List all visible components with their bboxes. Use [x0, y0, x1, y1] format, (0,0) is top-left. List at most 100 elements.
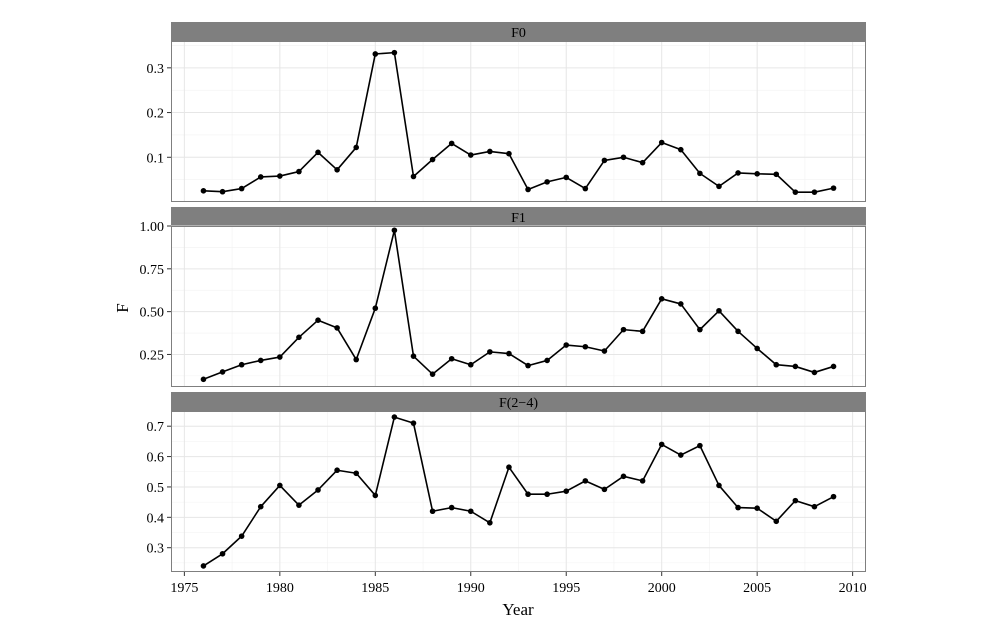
data-point [582, 478, 589, 484]
data-point [811, 189, 818, 195]
series-line [203, 229, 834, 381]
panel-strip [171, 22, 866, 41]
panel-border [171, 41, 866, 202]
data-point [525, 491, 531, 498]
data-point [219, 188, 226, 195]
data-point [830, 185, 837, 191]
series-line [203, 416, 834, 567]
data-point [697, 326, 703, 333]
data-point [563, 174, 570, 181]
data-point [238, 361, 245, 368]
data-point [525, 362, 531, 369]
data-point [487, 519, 493, 526]
data-point [296, 168, 302, 175]
data-point [830, 363, 837, 370]
data-point [448, 355, 455, 362]
data-point [353, 356, 360, 363]
data-point [372, 305, 379, 312]
data-point [277, 354, 283, 360]
data-point [467, 508, 474, 515]
data-point [296, 334, 302, 341]
x-tick-label: 2000 [648, 581, 676, 596]
data-point [200, 376, 207, 383]
panels-layer: F0 0.1 0.2 0.3 F1 0.25 0.50 0.75 1.00 F(2−4) 0.3 0.… [140, 22, 866, 572]
data-point [296, 502, 302, 508]
y-tick-label: 0.50 [140, 306, 165, 321]
data-point [620, 154, 627, 161]
y-tick-label: 0.6 [147, 451, 165, 466]
data-point [487, 349, 493, 355]
panel-strip [171, 207, 866, 226]
data-point [525, 186, 531, 193]
panel-strip-label: F(2−4) [499, 396, 538, 411]
data-point [506, 464, 512, 470]
data-point [716, 183, 722, 190]
series-line [203, 51, 834, 193]
x-axis: 1975 1980 1985 1990 1995 2000 2005 2010 [170, 572, 867, 596]
data-point [277, 173, 283, 179]
data-point [277, 482, 283, 489]
data-point [506, 350, 512, 357]
data-point [601, 486, 608, 493]
data-point [658, 139, 665, 146]
y-tick-label: 0.7 [147, 420, 165, 435]
data-point [372, 51, 379, 57]
x-tick-label: 2010 [839, 581, 867, 596]
data-point [315, 149, 321, 156]
x-tick-label: 1985 [361, 581, 389, 596]
data-point [487, 148, 493, 155]
x-axis-title: Year [502, 600, 534, 619]
data-point [582, 343, 589, 350]
data-point [200, 563, 207, 569]
data-point [601, 348, 608, 354]
data-point [334, 167, 340, 173]
data-point [429, 508, 436, 515]
data-point [792, 189, 799, 195]
data-point [219, 369, 226, 375]
y-axis-title: F [113, 303, 132, 312]
data-point [697, 442, 703, 449]
data-point [639, 159, 646, 166]
data-point [391, 49, 398, 56]
x-tick-label: 1980 [266, 581, 294, 596]
data-point [754, 171, 760, 177]
data-point [811, 503, 818, 510]
data-point [620, 473, 627, 480]
data-point [677, 301, 684, 307]
data-point [735, 504, 741, 511]
data-point [716, 482, 722, 489]
x-tick-label: 1995 [552, 581, 580, 596]
data-point [448, 140, 455, 147]
data-point [353, 470, 360, 477]
data-point [773, 361, 780, 368]
data-point [582, 185, 589, 192]
data-point [506, 150, 512, 157]
y-tick-label: 0.75 [140, 263, 165, 278]
y-tick-label: 1.00 [140, 220, 165, 235]
data-point [391, 414, 398, 420]
y-tick-label: 0.1 [147, 151, 165, 166]
y-tick-label: 0.2 [147, 107, 165, 122]
data-point [830, 493, 837, 500]
data-point [754, 505, 760, 512]
data-point [429, 156, 436, 163]
data-point [735, 170, 741, 176]
panel-strip-label: F0 [511, 26, 526, 41]
data-point [677, 452, 684, 458]
data-point [773, 518, 780, 525]
panel-2: F1 0.25 0.50 0.75 1.00 [140, 207, 866, 387]
data-point [467, 361, 474, 368]
panel-1: F0 0.1 0.2 0.3 [147, 22, 866, 202]
data-point [353, 144, 360, 151]
data-point [257, 174, 264, 180]
x-tick-label: 1975 [170, 581, 198, 596]
data-point [238, 533, 245, 539]
data-point [334, 325, 340, 331]
panel-3: F(2−4) 0.3 0.4 0.5 0.6 0.7 [147, 392, 866, 572]
y-tick-label: 0.5 [147, 481, 165, 496]
data-point [372, 492, 379, 499]
data-point [677, 146, 684, 153]
panel-border [171, 226, 866, 387]
data-point [716, 307, 722, 314]
